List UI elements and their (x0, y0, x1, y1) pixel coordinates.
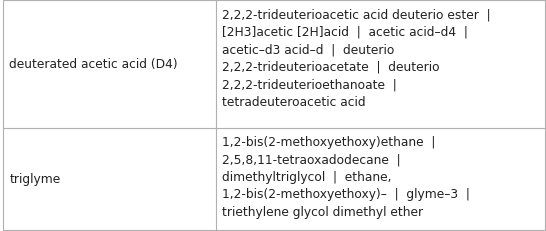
Text: 2,2,2-trideuterioacetic acid deuterio ester  |
[2H3]acetic [2H]acid  |  acetic a: 2,2,2-trideuterioacetic acid deuterio es… (222, 8, 491, 108)
Text: triglyme: triglyme (9, 173, 61, 185)
Text: deuterated acetic acid (D4): deuterated acetic acid (D4) (9, 58, 178, 71)
Text: 1,2-bis(2-methoxyethoxy)ethane  |
2,5,8,11-tetraoxadodecane  |
dimethyltriglycol: 1,2-bis(2-methoxyethoxy)ethane | 2,5,8,1… (222, 135, 470, 218)
